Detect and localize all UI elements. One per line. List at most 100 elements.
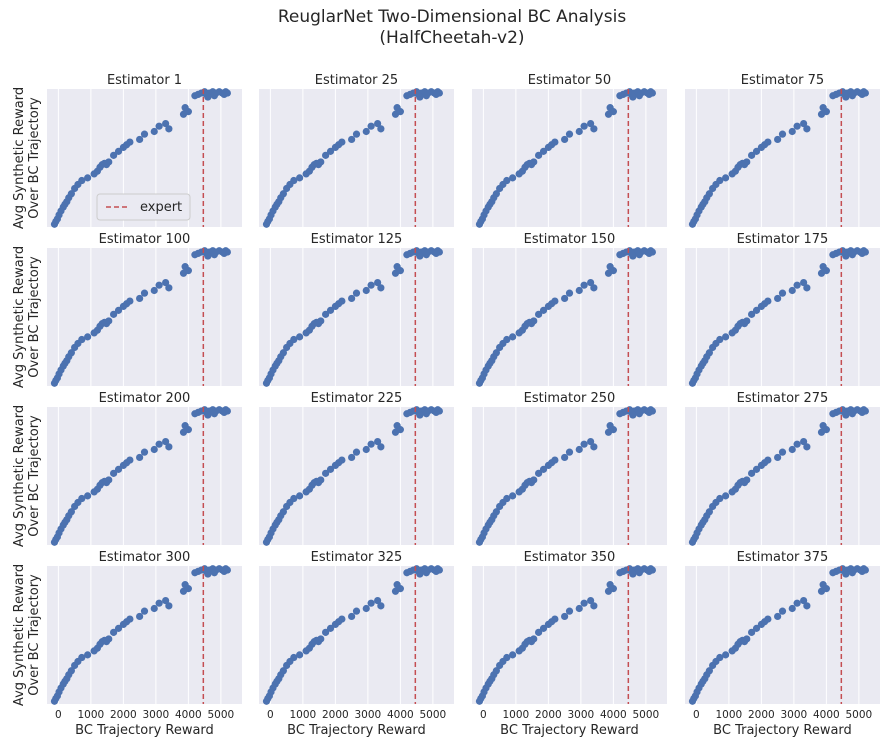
data-point	[848, 92, 856, 100]
y-axis-label-line2: Over BC Trajectory	[27, 415, 42, 537]
data-point	[565, 130, 574, 138]
data-point	[716, 653, 724, 662]
data-point	[635, 569, 643, 577]
data-point	[822, 108, 830, 116]
data-point	[748, 151, 756, 159]
data-point	[162, 437, 170, 446]
panel-estimator-6: Estimator 150	[472, 232, 667, 387]
data-point	[296, 651, 304, 659]
data-point	[432, 408, 440, 417]
data-point	[348, 135, 356, 144]
panel-estimator-12: Estimator 300 0 1000 2000 3000 4000 5000 BC Tra…	[12, 550, 242, 738]
data-point	[422, 92, 430, 100]
data-point	[78, 494, 86, 503]
data-point	[752, 306, 761, 314]
data-point	[362, 127, 370, 136]
data-point	[403, 92, 411, 100]
data-point	[645, 90, 653, 99]
data-point	[722, 174, 730, 182]
data-point	[503, 335, 511, 344]
data-point	[561, 612, 569, 621]
data-point	[220, 567, 228, 576]
data-point	[722, 651, 730, 659]
panel-title: Estimator 350	[524, 550, 616, 565]
data-point	[290, 494, 298, 503]
x-tick-label: 1000	[78, 709, 105, 721]
x-tick-label: 3000	[143, 709, 170, 721]
data-point	[155, 440, 163, 448]
panel-estimator-0: Estimator 1 Avg Synthetic Reward Over BC T…	[12, 73, 242, 229]
data-point	[848, 410, 856, 418]
legend-box	[96, 193, 191, 221]
data-point	[509, 174, 517, 182]
data-point	[764, 615, 772, 623]
data-point	[842, 93, 850, 101]
data-point	[716, 176, 724, 185]
data-point	[374, 119, 382, 128]
data-point	[184, 585, 192, 593]
data-point	[580, 599, 588, 607]
data-point	[492, 190, 500, 198]
data-point	[348, 453, 356, 462]
x-tick-label: 2000	[322, 709, 349, 721]
data-point	[842, 411, 850, 419]
data-point	[416, 411, 424, 419]
legend-expert-label: expert	[140, 200, 182, 215]
data-point	[322, 151, 330, 159]
data-point	[150, 604, 158, 613]
data-point	[774, 453, 782, 462]
plot-area	[47, 566, 242, 704]
panel-title: Estimator 125	[311, 232, 403, 247]
data-point	[492, 667, 500, 675]
data-point	[150, 286, 158, 295]
data-point	[503, 176, 511, 185]
panel-title: Estimator 175	[737, 232, 829, 247]
data-point	[279, 190, 287, 198]
panel-title: Estimator 1	[107, 73, 182, 88]
data-point	[629, 93, 637, 101]
data-point	[338, 615, 346, 623]
plot-area	[259, 407, 454, 545]
x-tick-label: 2000	[535, 709, 562, 721]
data-point	[705, 349, 713, 357]
plot-area	[685, 407, 880, 545]
data-point	[67, 349, 75, 357]
data-point	[580, 440, 588, 448]
data-point	[842, 570, 850, 578]
x-axis-label: BC Trajectory Reward	[287, 723, 426, 738]
plot-area	[472, 89, 667, 227]
data-point	[352, 448, 361, 456]
data-point	[793, 440, 801, 448]
data-point	[858, 90, 866, 99]
data-point	[800, 596, 808, 605]
data-point	[803, 125, 811, 133]
data-point	[105, 635, 113, 643]
data-point	[609, 585, 617, 593]
data-point	[530, 317, 538, 325]
data-point	[290, 176, 298, 185]
data-point	[743, 158, 751, 166]
data-point	[635, 410, 643, 418]
data-point	[503, 653, 511, 662]
x-axis-label: BC Trajectory Reward	[713, 723, 852, 738]
data-point	[67, 667, 75, 675]
data-point	[279, 349, 287, 357]
figure-subtitle: (HalfCheetah-v2)	[379, 28, 524, 48]
data-point	[140, 448, 149, 456]
figure-title: ReuglarNet Two-Dimensional BC Analysis	[278, 7, 627, 27]
data-point	[788, 445, 796, 454]
data-point	[352, 289, 361, 297]
plot-area	[47, 248, 242, 386]
data-point	[561, 135, 569, 144]
data-point	[535, 628, 543, 636]
data-point	[774, 294, 782, 303]
plot-area	[685, 566, 880, 704]
data-point	[296, 333, 304, 341]
data-point	[155, 122, 163, 130]
data-point	[184, 108, 192, 116]
data-point	[84, 174, 92, 182]
data-point	[629, 411, 637, 419]
data-point	[788, 286, 796, 295]
data-point	[561, 294, 569, 303]
